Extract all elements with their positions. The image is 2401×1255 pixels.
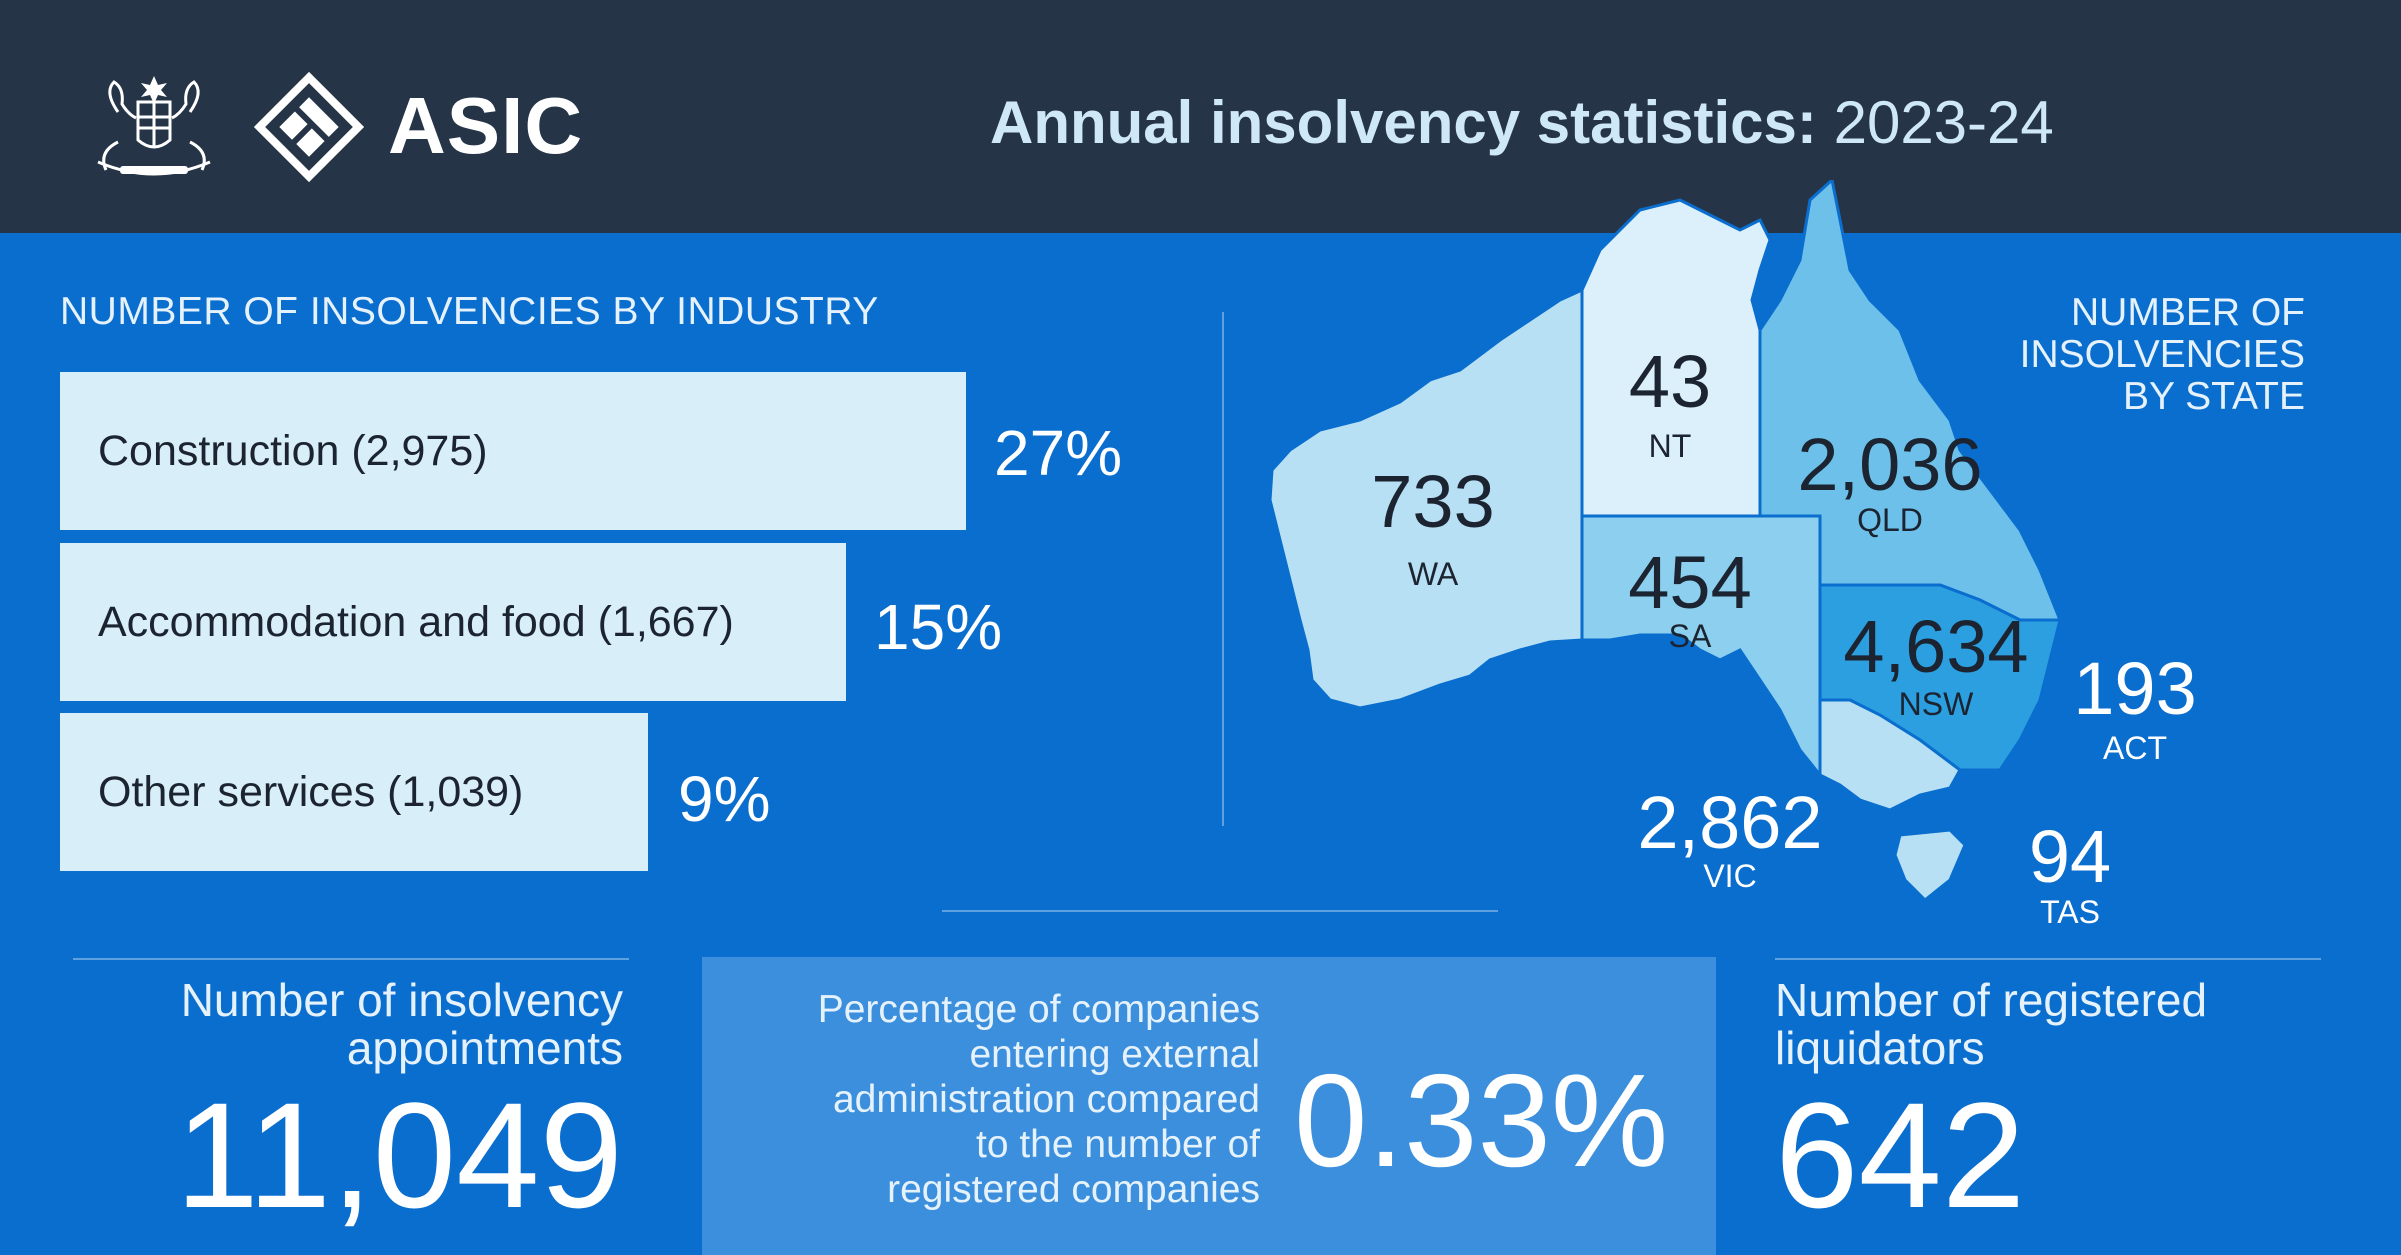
map-region-wa (1268, 287, 1584, 710)
state-label-nsw: NSW (1898, 686, 1974, 722)
industry-section-title: NUMBER OF INSOLVENCIES BY INDUSTRY (60, 290, 879, 333)
state-section-title: NUMBER OF INSOLVENCIES BY STATE (2020, 292, 2305, 418)
map-region-tas (1893, 828, 1967, 903)
state-label-wa: WA (1407, 556, 1459, 592)
state-title-line: BY STATE (2122, 375, 2305, 418)
percentage-label-line: to the number of (975, 1123, 1260, 1166)
asic-logo-icon (254, 72, 364, 182)
percentage-label-line: Percentage of companies (817, 988, 1260, 1031)
state-label-act: ACT (2103, 730, 2167, 766)
state-label-tas: TAS (2040, 894, 2100, 930)
industry-bar-accommodation: Accommodation and food (1,667) (60, 543, 846, 701)
state-label-sa: SA (1668, 618, 1712, 654)
appointments-value: 11,049 (175, 1071, 623, 1239)
state-value-sa: 454 (1628, 541, 1752, 624)
state-value-tas: 94 (2028, 815, 2112, 898)
state-value-nt: 43 (1628, 340, 1712, 423)
map-region-sa (1580, 514, 1822, 780)
appointments-label-line: Number of insolvency (180, 974, 623, 1026)
liquidators-label-line: Number of registered (1775, 974, 2208, 1026)
percentage-label: Percentage of companies entering externa… (818, 987, 1260, 1212)
industry-percent-accommodation: 15% (874, 591, 1003, 663)
industry-percent-construction: 27% (994, 417, 1123, 489)
state-title-line: INSOLVENCIES (2019, 333, 2305, 376)
percentage-label-line: entering external (969, 1033, 1260, 1076)
industry-bar-label: Other services (1,039) (98, 767, 524, 816)
state-label-vic: VIC (1703, 858, 1757, 894)
industry-percent-other-services: 9% (678, 763, 771, 835)
industry-bar-label: Accommodation and food (1,667) (98, 597, 734, 646)
title-year: 2023-24 (1833, 89, 2054, 156)
state-title-line: NUMBER OF (2071, 291, 2305, 334)
state-label-qld: QLD (1857, 502, 1923, 538)
page-title: Annual insolvency statistics: 2023-24 (990, 88, 2054, 157)
percentage-value: 0.33% (1294, 1047, 1669, 1194)
state-value-vic: 2,862 (1637, 781, 1823, 864)
state-label-nt: NT (1648, 428, 1692, 464)
title-text: Annual insolvency statistics: (990, 89, 1817, 156)
state-value-nsw: 4,634 (1843, 605, 2029, 688)
percentage-panel: Percentage of companies entering externa… (702, 957, 1716, 1255)
header-bar: ASIC Annual insolvency statistics: 2023-… (0, 0, 2401, 233)
industry-bar-label: Construction (2,975) (98, 426, 488, 475)
state-value-act: 193 (2073, 647, 2197, 730)
industry-bar-other-services: Other services (1,039) (60, 713, 648, 871)
section-divider-vertical (1222, 312, 1224, 826)
divider-right-stat (1775, 958, 2321, 960)
divider-center-top (942, 910, 1498, 912)
australia-map (1268, 180, 2063, 903)
state-value-qld: 2,036 (1797, 423, 1983, 506)
appointments-label: Number of insolvency appointments (181, 976, 623, 1072)
industry-bar-construction: Construction (2,975) (60, 372, 966, 530)
coat-of-arms-icon (97, 76, 211, 176)
asic-wordmark: ASIC (388, 81, 584, 170)
map-region-vic (1818, 698, 1962, 812)
percentage-label-line: registered companies (887, 1168, 1260, 1211)
state-value-wa: 733 (1371, 460, 1495, 543)
liquidators-value: 642 (1775, 1071, 2026, 1239)
liquidators-label: Number of registered liquidators (1775, 976, 2207, 1072)
appointments-label-line: appointments (346, 1022, 623, 1074)
percentage-label-line: administration compared (832, 1078, 1260, 1121)
divider-left-stat (73, 958, 629, 960)
liquidators-label-line: liquidators (1775, 1022, 1985, 1074)
